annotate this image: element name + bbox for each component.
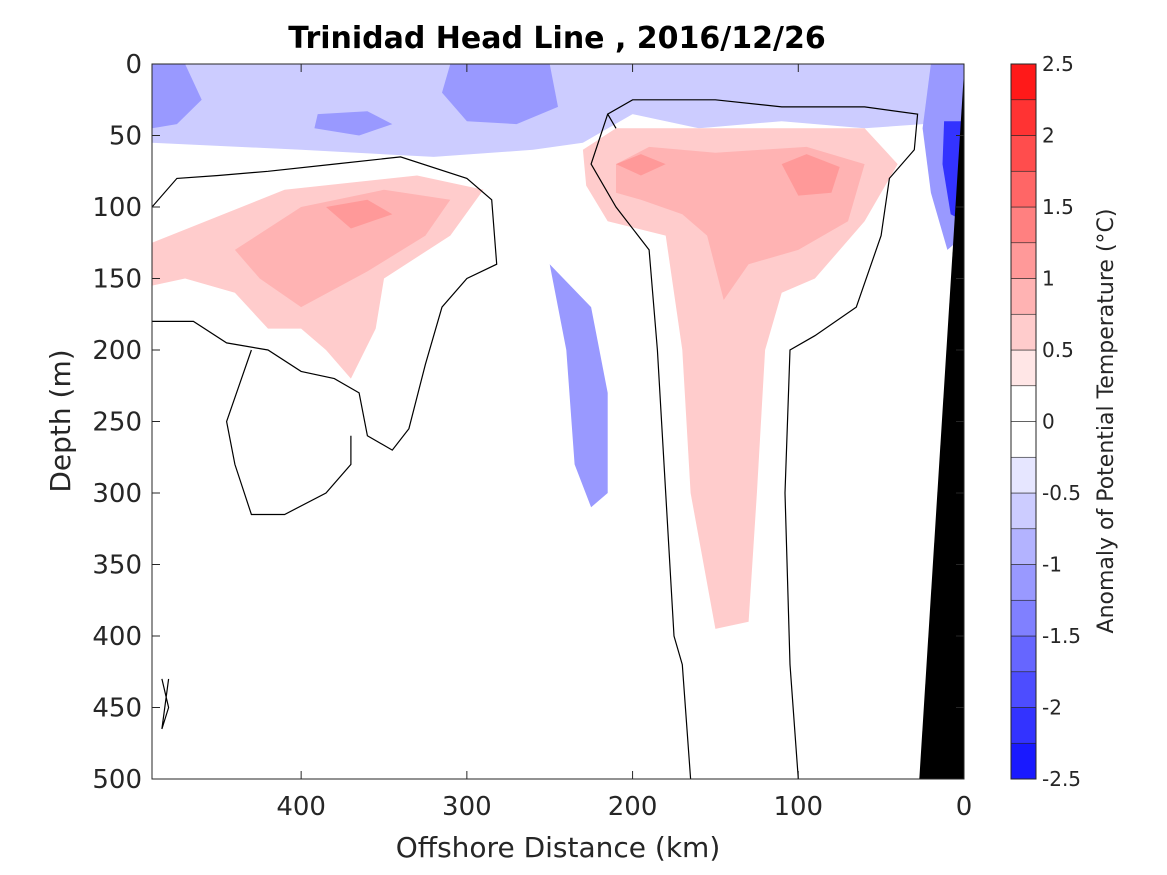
x-tick-label: 200: [608, 792, 658, 822]
colorbar-frame: [1010, 63, 1037, 780]
anomaly-region-11: [781, 154, 840, 196]
y-tick-label: 450: [92, 694, 142, 724]
plot-area: [151, 63, 965, 780]
colorbar-tick-label: 0: [1042, 410, 1055, 434]
anomaly-field: [152, 64, 964, 779]
colorbar-segment: [1010, 206, 1037, 244]
colorbar-tick-label: 2: [1042, 124, 1055, 148]
colorbar-tick-label: 0.5: [1042, 338, 1074, 362]
colorbar-segment: [1010, 707, 1037, 744]
colorbar-segment: [1010, 242, 1037, 279]
zero-contour-line-2: [225, 349, 352, 516]
y-tick-label: 250: [92, 408, 142, 438]
y-tick-label: 150: [92, 265, 142, 295]
colorbar-segment: [1010, 742, 1037, 780]
anomaly-region-3: [442, 64, 558, 125]
colorbar-segment: [1010, 349, 1037, 387]
colorbar-segment: [1010, 599, 1037, 637]
colorbar-tick-label: 1: [1042, 267, 1055, 291]
colorbar-segment: [1010, 99, 1037, 136]
anomaly-region-4: [314, 111, 393, 136]
x-tick-label: 300: [442, 792, 492, 822]
zero-contour-line-1: [152, 156, 498, 451]
y-tick-label: 100: [92, 193, 142, 223]
y-tick-label: 350: [92, 551, 142, 581]
anomaly-region-7: [326, 199, 393, 229]
anomaly-region-8: [582, 128, 898, 629]
anomaly-region-2: [152, 64, 202, 129]
colorbar-tick-label: -2: [1042, 696, 1062, 720]
y-tick-label: 0: [125, 50, 142, 80]
colorbar-segment: [1010, 135, 1037, 172]
colorbar-tick-label: -1.5: [1042, 624, 1081, 648]
colorbar-tick-label: 1.5: [1042, 195, 1074, 219]
colorbar-segment: [1010, 170, 1037, 208]
colorbar-segment: [1010, 421, 1037, 458]
y-tick-label: 400: [92, 622, 142, 652]
colorbar-label: Anomaly of Potential Temperature (°C): [1094, 209, 1119, 634]
colorbar-segment: [1010, 278, 1037, 315]
y-axis-label: Depth (m): [44, 349, 77, 492]
colorbar-segment: [1010, 63, 1037, 101]
anomaly-region-10: [616, 154, 666, 176]
y-tick-label: 200: [92, 336, 142, 366]
colorbar-segment: [1010, 385, 1037, 422]
colorbar: 2.5 2 1.5 1 0.5 0 -0.5 -1 -1.5 -2 -2.5: [1010, 52, 1081, 791]
colorbar-tick-label: 2.5: [1042, 52, 1074, 76]
x-tick-label: 0: [956, 792, 973, 822]
anomaly-region-12: [549, 264, 608, 508]
y-tick-label: 500: [92, 765, 142, 795]
x-axis: 400 300 200 100 0: [276, 64, 972, 822]
colorbar-tick-label: -0.5: [1042, 481, 1081, 505]
colorbar-tick-label: -2.5: [1042, 767, 1081, 791]
zero-contours: [152, 99, 919, 779]
x-tick-label: 400: [276, 792, 326, 822]
colorbar-segment: [1010, 671, 1037, 708]
x-tick-label: 100: [773, 792, 823, 822]
anomaly-region-15: [919, 71, 964, 779]
y-tick-label: 50: [109, 122, 142, 152]
anomaly-region-6: [234, 189, 451, 308]
colorbar-segment: [1010, 492, 1037, 530]
zero-contour-line-4: [590, 113, 692, 779]
colorbar-tick-label: -1: [1042, 553, 1062, 577]
zero-contour-line-3: [606, 99, 919, 779]
y-axis: 0 50 100 150 200 250 300 350 400 450 500: [92, 50, 964, 795]
colorbar-segment: [1010, 313, 1037, 351]
colorbar-segment: [1010, 528, 1037, 565]
y-tick-label: 300: [92, 479, 142, 509]
x-axis-label: Offshore Distance (km): [396, 831, 721, 864]
colorbar-segment: [1010, 635, 1037, 673]
colorbar-segment: [1010, 456, 1037, 494]
colorbar-segment: [1010, 564, 1037, 601]
chart-title: Trinidad Head Line , 2016/12/26: [288, 21, 825, 56]
zero-contour-line-5: [161, 678, 170, 730]
